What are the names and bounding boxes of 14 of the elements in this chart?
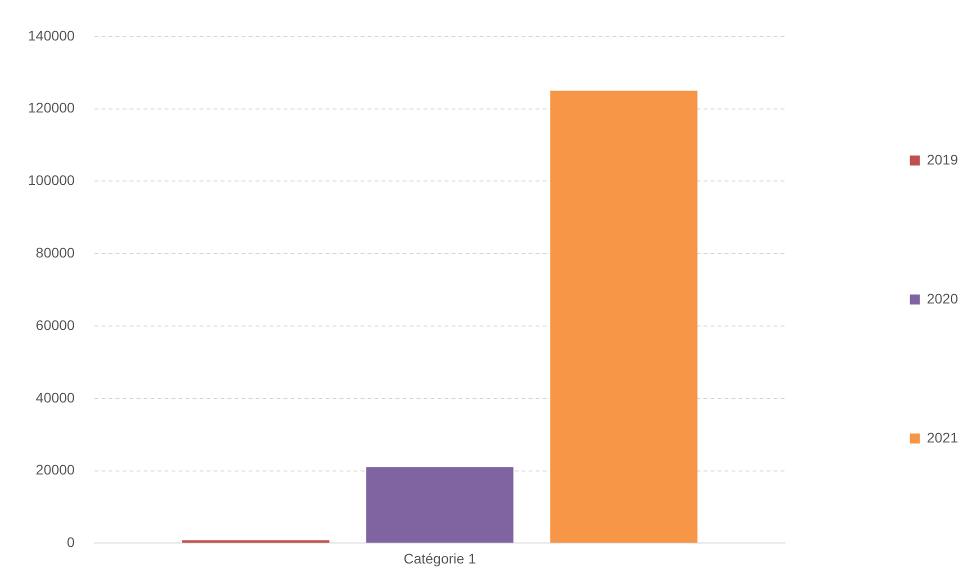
x-tick-label: Catégorie 1 [404, 550, 476, 566]
legend-label: 2020 [926, 290, 958, 306]
y-tick-label: 140000 [28, 27, 75, 44]
bar [366, 467, 514, 543]
bar [550, 90, 698, 543]
y-tick-label: 100000 [28, 172, 75, 188]
legend-label: 2021 [926, 429, 958, 446]
y-tick-label: 80000 [36, 244, 75, 260]
y-tick-label: 120000 [28, 100, 75, 116]
y-tick-label: 40000 [36, 389, 75, 406]
y-tick-label: 0 [66, 534, 75, 550]
y-tick-label: 20000 [36, 462, 75, 478]
legend-label: 2019 [926, 151, 958, 168]
y-tick-label: 60000 [36, 316, 75, 333]
